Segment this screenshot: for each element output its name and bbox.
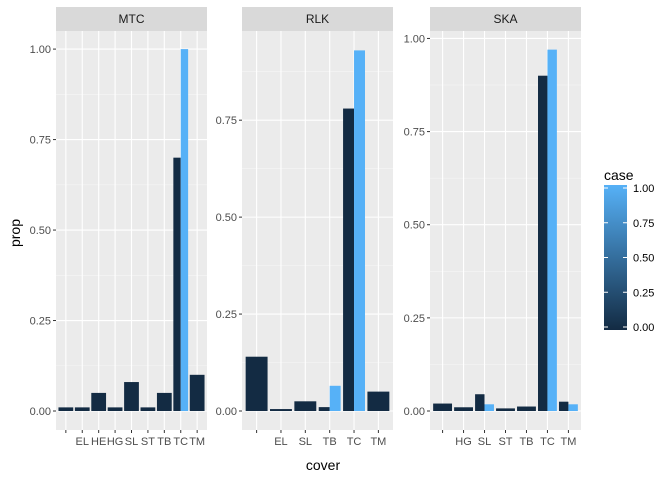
y-tick-label: 0.00 (30, 406, 51, 418)
facet-label: RLK (306, 12, 329, 26)
bar-sl-case0 (124, 382, 139, 411)
bar-blank-case0 (58, 407, 74, 411)
bar-tc-case0 (538, 75, 548, 412)
x-tick-label: TB (323, 436, 337, 448)
panel-ska: SKA 0.00 0.25 0.50 0.75 1.00 HG SL ST TB TC TM (404, 7, 581, 448)
x-axis-title: cover (306, 457, 341, 473)
bar-tb-case0 (517, 406, 536, 411)
y-tick-label: 0.50 (216, 212, 237, 224)
facet-label: SKA (493, 12, 517, 26)
x-tick-label: SL (125, 436, 138, 448)
x-tick-label: HG (455, 436, 472, 448)
panel-mtc: MTC 0.00 0.25 0.50 0.75 1.00 EL HE HG SL ST TB TC TM (30, 7, 207, 448)
y-tick-label: 1.00 (404, 33, 425, 45)
y-tick-label: 1.00 (30, 44, 51, 56)
bar-tc-case0 (343, 108, 355, 411)
bar-sl-case1 (484, 404, 494, 411)
bar-sl-case0 (294, 401, 317, 411)
y-tick-label: 0.25 (216, 309, 237, 321)
x-tick-label: HE (91, 436, 106, 448)
x-tick-label: TB (519, 436, 533, 448)
bar-tb-case0 (318, 407, 330, 411)
bar-tb-case1 (329, 385, 341, 411)
bar-blank-case0 (245, 356, 268, 411)
bar-hg-case0 (454, 407, 473, 411)
x-tick-label: TC (173, 436, 188, 448)
legend: case 1.00 0.75 0.50 0.25 0.00 (604, 167, 654, 334)
y-tick-label: 0.00 (404, 406, 425, 418)
legend-title: case (604, 167, 634, 183)
legend-label: 0.75 (633, 218, 654, 230)
panel-rlk: RLK 0.00 0.25 0.50 0.75 EL SL TB TC TM (216, 7, 393, 448)
y-tick-label: 0.25 (30, 316, 51, 328)
bar-tb-case0 (156, 392, 172, 411)
x-tick-label: TM (560, 436, 576, 448)
bar-tm-case1 (568, 404, 578, 411)
x-tick-label: HG (107, 436, 124, 448)
x-tick-label: TC (347, 436, 362, 448)
x-tick-label: TM (370, 436, 386, 448)
x-tick-label: ST (141, 436, 155, 448)
bar-tc-case0 (173, 157, 181, 411)
y-tick-label: 0.50 (404, 220, 425, 232)
y-tick-label: 0.75 (216, 115, 237, 127)
y-tick-label: 0.50 (30, 225, 51, 237)
legend-label: 0.50 (633, 253, 654, 265)
bar-hg-case0 (107, 407, 123, 411)
x-tick-label: TM (189, 436, 205, 448)
x-tick-label: SL (299, 436, 312, 448)
legend-label: 0.25 (633, 287, 654, 299)
bar-tc-case1 (354, 50, 365, 411)
bar-el-case0 (270, 409, 292, 411)
legend-colorbar (604, 185, 627, 330)
bar-tm-case0 (558, 401, 569, 411)
x-tick-label: TC (540, 436, 555, 448)
x-tick-label: EL (76, 436, 89, 448)
y-axis-title: prop (7, 219, 23, 247)
y-tick-label: 0.75 (404, 127, 425, 139)
x-tick-label: SL (478, 436, 491, 448)
bar-sl-case0 (475, 394, 485, 411)
y-tick-label: 0.75 (30, 135, 51, 147)
bar-tm-case0 (367, 391, 390, 411)
bar-tc-case1 (547, 49, 557, 412)
bar-tc-case1 (180, 49, 189, 411)
facet-label: MTC (119, 12, 145, 26)
legend-label: 1.00 (633, 183, 654, 195)
facet-strip (56, 7, 207, 31)
x-tick-label: TB (157, 436, 171, 448)
bar-blank-case0 (433, 403, 453, 411)
legend-label: 0.00 (633, 322, 654, 334)
y-tick-label: 0.00 (216, 406, 237, 418)
x-tick-label: ST (498, 436, 512, 448)
bar-st-case0 (140, 407, 156, 411)
facet-strip (430, 7, 581, 31)
bar-tm-case0 (189, 374, 205, 411)
bar-el-case0 (74, 407, 90, 411)
bar-he-case0 (91, 392, 107, 411)
x-tick-label: EL (274, 436, 287, 448)
bar-st-case0 (496, 408, 515, 411)
y-tick-label: 0.25 (404, 313, 425, 325)
facet-strip (242, 7, 393, 31)
